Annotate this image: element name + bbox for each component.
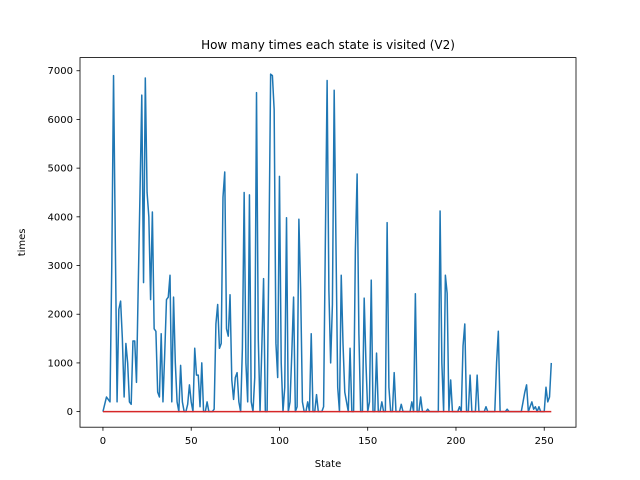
- x-tick-label: 250: [535, 436, 554, 447]
- y-tick-label: 2000: [48, 310, 73, 321]
- y-tick-label: 4000: [48, 212, 73, 223]
- y-tick-label: 7000: [48, 66, 73, 77]
- y-axis-ticks: 0 1000 2000 3000 4000 5000 6000 7000: [48, 66, 80, 418]
- y-tick-label: 1000: [48, 358, 73, 369]
- y-tick-label: 5000: [48, 164, 73, 175]
- x-tick-label: 100: [270, 436, 289, 447]
- x-tick-label: 0: [100, 436, 106, 447]
- y-axis-label: times: [17, 228, 28, 256]
- series-layer: [102, 73, 553, 413]
- x-tick-label: 200: [446, 436, 465, 447]
- y-tick-label: 0: [67, 407, 73, 418]
- x-tick-label: 50: [185, 436, 198, 447]
- chart-title: How many times each state is visited (V2…: [201, 38, 455, 52]
- x-tick-label: 150: [358, 436, 377, 447]
- x-axis-ticks: 0 50 100 150 200 250: [100, 427, 554, 447]
- plot-frame: [79, 57, 577, 428]
- series-line-1: [102, 73, 553, 413]
- x-axis-label: State: [315, 459, 341, 470]
- y-tick-label: 6000: [48, 115, 73, 126]
- y-tick-label: 3000: [48, 261, 73, 272]
